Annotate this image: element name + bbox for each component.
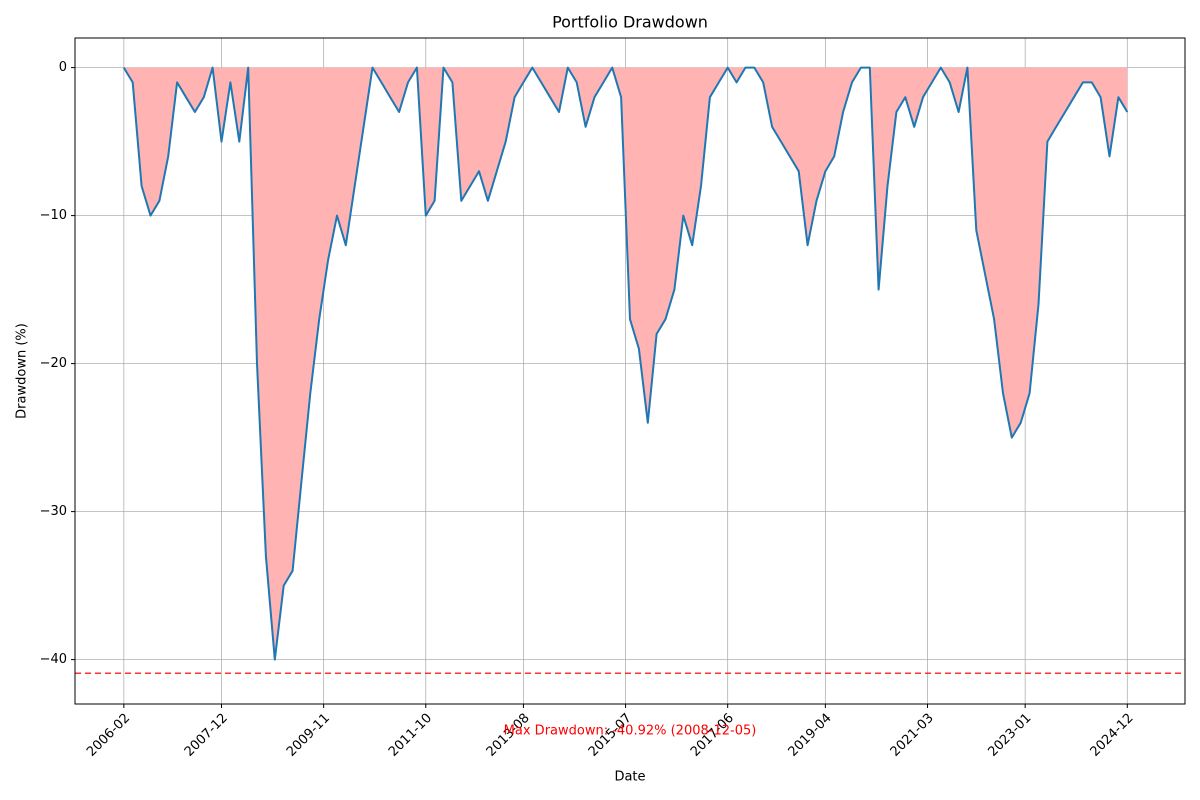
drawdown-line (122, 66, 1129, 661)
annotation: Max Drawdown: -40.92% (2008-12-05) (504, 724, 757, 739)
y-tick-label: −30 (40, 504, 67, 519)
y-tick-label: −40 (40, 652, 67, 667)
chart-title: Portfolio Drawdown (552, 13, 708, 32)
y-tick-label: −20 (40, 356, 67, 371)
plot-frame (74, 37, 1186, 705)
x-axis-label: Date (614, 770, 645, 785)
y-axis-label: Drawdown (%) (15, 323, 30, 419)
y-tick-label: 0 (59, 60, 67, 75)
y-tick-label: −10 (40, 208, 67, 223)
